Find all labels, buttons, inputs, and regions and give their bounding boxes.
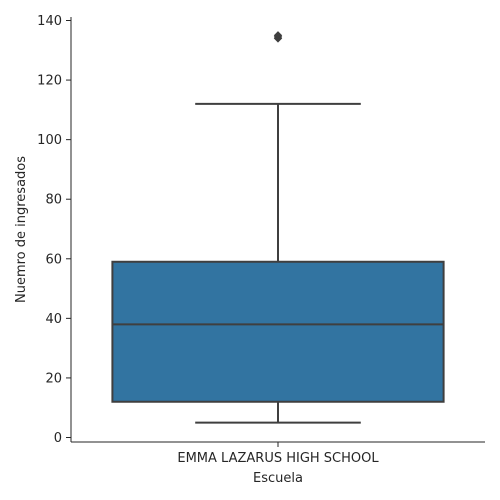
y-tick-label: 100: [37, 133, 62, 148]
y-tick-label: 0: [54, 431, 62, 446]
y-tick-label: 80: [45, 193, 62, 208]
x-axis-ticks: EMMA LAZARUS HIGH SCHOOL: [177, 442, 379, 466]
y-tick-label: 20: [45, 371, 62, 386]
y-tick-label: 40: [45, 312, 62, 327]
x-axis-label: Escuela: [253, 471, 303, 486]
iqr-box: [111, 260, 445, 403]
y-axis-label: Nuemro de ingresados: [14, 156, 29, 303]
outlier-point: [273, 31, 283, 40]
y-tick-label: 120: [37, 74, 62, 89]
y-axis-ticks: 0 20 40 60 80 100 120 140: [37, 14, 71, 446]
y-tick-label: 140: [37, 14, 62, 29]
y-tick-label: 60: [45, 252, 62, 267]
plot-area: [111, 31, 445, 424]
box-group: [111, 31, 445, 424]
x-tick-label: EMMA LAZARUS HIGH SCHOOL: [177, 451, 379, 466]
